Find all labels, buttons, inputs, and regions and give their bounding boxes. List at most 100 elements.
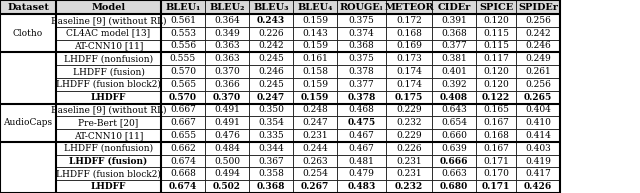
Text: 0.660: 0.660 — [441, 131, 467, 140]
Text: 0.256: 0.256 — [525, 80, 551, 89]
Bar — [476, 52, 516, 65]
Bar — [56, 91, 161, 103]
Text: 0.667: 0.667 — [170, 118, 196, 127]
Text: METEOR: METEOR — [384, 3, 434, 12]
Text: 0.174: 0.174 — [396, 67, 422, 76]
Text: 0.391: 0.391 — [441, 16, 467, 25]
Text: 0.226: 0.226 — [396, 144, 422, 153]
Bar — [56, 155, 161, 168]
Bar — [432, 168, 476, 180]
Bar — [386, 27, 432, 40]
Bar — [516, 65, 560, 78]
Text: SPICE: SPICE — [479, 3, 513, 12]
Bar — [249, 103, 293, 116]
Bar — [432, 65, 476, 78]
Text: CIDEr: CIDEr — [437, 3, 470, 12]
Text: 0.484: 0.484 — [214, 144, 240, 153]
Text: 0.500: 0.500 — [214, 157, 240, 166]
Bar — [516, 27, 560, 40]
Bar — [56, 14, 161, 27]
Bar — [161, 78, 205, 91]
Bar — [249, 65, 293, 78]
Text: 0.375: 0.375 — [349, 16, 374, 25]
Bar — [516, 180, 560, 193]
Bar — [56, 142, 161, 155]
Bar — [337, 40, 386, 52]
Bar — [249, 14, 293, 27]
Bar — [516, 91, 560, 103]
Text: 0.246: 0.246 — [258, 67, 284, 76]
Bar — [205, 91, 249, 103]
Bar — [205, 14, 249, 27]
Text: 0.169: 0.169 — [396, 41, 422, 50]
Text: 0.403: 0.403 — [525, 144, 551, 153]
Text: 0.358: 0.358 — [258, 169, 284, 178]
Text: AT-CNN10 [11]: AT-CNN10 [11] — [74, 131, 143, 140]
Bar — [386, 78, 432, 91]
Bar — [386, 180, 432, 193]
Text: 0.479: 0.479 — [349, 169, 374, 178]
Text: 0.494: 0.494 — [214, 169, 240, 178]
Text: 0.226: 0.226 — [258, 29, 284, 38]
Bar — [56, 27, 161, 40]
Text: 0.556: 0.556 — [170, 41, 196, 50]
Text: 0.249: 0.249 — [525, 54, 551, 63]
Text: 0.476: 0.476 — [214, 131, 240, 140]
Bar — [386, 116, 432, 129]
Bar — [337, 27, 386, 40]
Bar — [337, 168, 386, 180]
Bar — [476, 129, 516, 142]
Bar — [386, 103, 432, 116]
Text: 0.483: 0.483 — [348, 182, 376, 191]
Bar — [205, 65, 249, 78]
Text: 0.242: 0.242 — [258, 41, 284, 50]
Bar — [293, 116, 337, 129]
Bar — [161, 40, 205, 52]
Bar — [432, 155, 476, 168]
Text: 0.414: 0.414 — [525, 131, 551, 140]
Text: 0.349: 0.349 — [214, 29, 240, 38]
Text: 0.172: 0.172 — [396, 16, 422, 25]
Bar — [205, 52, 249, 65]
Text: Dataset: Dataset — [7, 3, 49, 12]
Text: 0.168: 0.168 — [396, 29, 422, 38]
Text: BLEU₂: BLEU₂ — [209, 3, 244, 12]
Bar — [293, 103, 337, 116]
Bar — [293, 155, 337, 168]
Bar — [476, 168, 516, 180]
Bar — [161, 168, 205, 180]
Text: 0.168: 0.168 — [483, 131, 509, 140]
Bar — [249, 52, 293, 65]
Text: 0.245: 0.245 — [258, 80, 284, 89]
Bar — [337, 180, 386, 193]
Bar — [0, 14, 56, 52]
Text: 0.381: 0.381 — [441, 54, 467, 63]
Text: LHDFF (fusion): LHDFF (fusion) — [72, 67, 145, 76]
Text: 0.408: 0.408 — [440, 93, 468, 102]
Bar — [249, 180, 293, 193]
Bar — [337, 91, 386, 103]
Text: 0.363: 0.363 — [214, 41, 240, 50]
Bar — [432, 78, 476, 91]
Bar — [337, 0, 386, 14]
Bar — [161, 52, 205, 65]
Text: 0.639: 0.639 — [441, 144, 467, 153]
Bar — [293, 40, 337, 52]
Bar — [432, 103, 476, 116]
Bar — [56, 0, 161, 14]
Bar — [161, 103, 205, 116]
Bar — [476, 116, 516, 129]
Text: 0.565: 0.565 — [170, 80, 196, 89]
Text: 0.467: 0.467 — [349, 131, 374, 140]
Text: 0.171: 0.171 — [483, 157, 509, 166]
Text: 0.115: 0.115 — [483, 41, 509, 50]
Text: 0.117: 0.117 — [483, 54, 509, 63]
Text: 0.350: 0.350 — [258, 105, 284, 114]
Text: 0.242: 0.242 — [525, 29, 551, 38]
Text: 0.232: 0.232 — [395, 182, 423, 191]
Bar — [432, 52, 476, 65]
Bar — [516, 142, 560, 155]
Text: 0.267: 0.267 — [301, 182, 329, 191]
Bar — [476, 65, 516, 78]
Text: 0.668: 0.668 — [170, 169, 196, 178]
